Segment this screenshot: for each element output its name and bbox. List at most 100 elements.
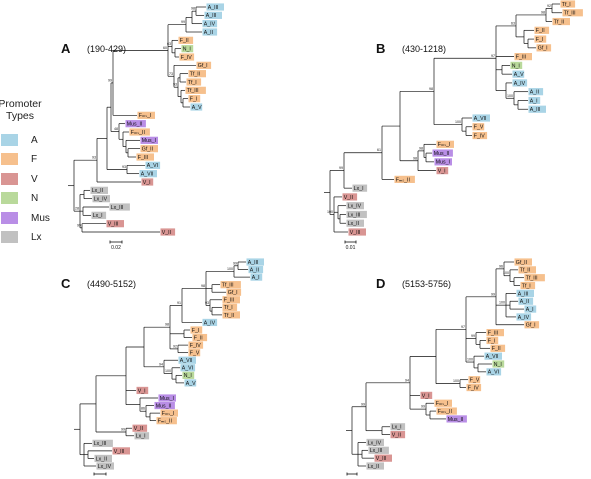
tip-label: A_II [250,267,259,273]
tip-label: A_I [252,275,260,281]
tip-label-bg [90,186,108,194]
panel-b-range: (430-1218) [402,44,447,54]
tip-label: Lx_II [96,456,107,462]
tip-label: Mus_II [448,417,464,423]
scale-bar [93,472,107,476]
tip-label-bg [390,423,406,431]
bootstrap-label: 93 [205,301,209,305]
bootstrap-label: 28 [75,207,79,211]
bootstrap-label: 98 [165,323,169,327]
bootstrap-label: 61 [377,148,381,152]
tip-label-bg [222,311,240,319]
tip-label: Gf_I [526,323,536,329]
tip-label-bg [472,114,490,122]
tip-label-bg [109,203,130,211]
tip-label-bg [528,88,544,96]
tip-label: F_II [180,38,189,44]
tip-label: A_III [248,260,259,266]
tip-label-bg [132,424,148,432]
tip-label: F_IV [190,343,201,349]
bootstrap-label: 97 [491,54,495,58]
legend-swatch-f [1,153,18,165]
tip-label-bg [141,178,154,186]
tip-label: F_I [192,328,200,334]
tip-label-bg [514,258,532,266]
tip-label-bg [160,228,176,236]
legend-swatch-n [1,192,18,204]
tree-panel-a: 93 99 60 99 98 A_III A_III A_IV A_II 63 F_II N_I F_I… [68,3,224,236]
tip-label-bg [139,170,157,178]
panel-a-letter: A [61,41,71,56]
tip-label: V_II [134,426,143,432]
tip-label: A_IV [204,320,216,326]
tip-label-bg [188,341,204,349]
tip-label: Lx_II [368,464,379,470]
tip-label: V_II [392,433,401,439]
tip-label-bg [188,95,201,103]
bootstrap-label: 98 [191,7,195,11]
tip-label-bg [184,379,197,387]
tip-label: V_II [162,230,171,236]
bootstrap-label: 98 [413,156,417,160]
tip-label-bg [486,368,502,376]
tip-label-bg [516,313,532,321]
bootstrap-label: 92 [173,344,177,348]
bootstrap-label: 48 [114,127,118,131]
bootstrap-label: 100 [455,120,461,124]
legend-title: Promoter Types [0,98,46,122]
tip-label: A_IV [518,315,530,321]
tip-label: Lx_III [111,205,124,211]
tip-label: F_V [190,351,200,357]
tip-label: Mus_II [156,403,172,409]
tip-label-bg [528,105,546,113]
tip-label: A_VII [141,172,154,178]
tip-label: Gf_II [142,147,153,153]
tip-label-bg [137,111,155,119]
bootstrap-label: 94 [159,362,163,366]
panel-c-letter: C [61,276,71,291]
tip-label-bg [512,70,525,78]
tip-label: Lx_I [136,434,146,440]
tip-label-bg [94,454,112,463]
tip-label-bg [190,103,203,111]
tip-label-bg [92,195,110,203]
tip-label-bg [436,407,457,415]
tip-label-bg [514,53,532,61]
tip-label: F_V [474,125,484,131]
tip-label: Fₘₛ_II [396,177,410,183]
tip-label-bg [516,289,534,297]
tip-label: Tf_I [224,305,233,311]
tip-label: F_III [224,298,234,304]
tip-label: N_I [183,47,191,53]
tip-label-bg [222,303,238,311]
tip-label-bg [534,26,550,34]
tip-label: Fₘₛ_II [158,419,172,425]
tip-label: A_III [208,5,219,11]
tip-label: V_III [108,222,119,228]
tip-label: Tf_II [190,72,200,78]
bootstrap-label: 98 [541,10,545,14]
tip-label-bg [562,9,583,17]
tip-label-bg [346,219,364,227]
tip-label: F_II [194,335,203,341]
tip-label-bg [160,409,178,417]
legend-title-line2: Types [5,110,34,122]
tip-label-bg [518,266,536,274]
tip-label: F_IV [181,55,192,61]
tip-label: Gf_I [228,290,238,296]
tip-label: V_I [438,169,446,175]
tip-label: Tf_I [562,2,571,8]
panel-d-letter: D [376,276,386,291]
tip-label: Gf_I [198,63,208,69]
tip-label-bg [188,349,201,357]
tip-label: Fₘₛ_II [438,409,452,415]
tip-label: A_VI [488,370,499,376]
tip-label: Tf_III [564,11,576,17]
tip-label-bg [346,210,367,219]
tip-label: Fₘₛ_I [436,401,449,407]
tip-label-bg [178,36,194,44]
tip-label: A_II [204,30,213,36]
